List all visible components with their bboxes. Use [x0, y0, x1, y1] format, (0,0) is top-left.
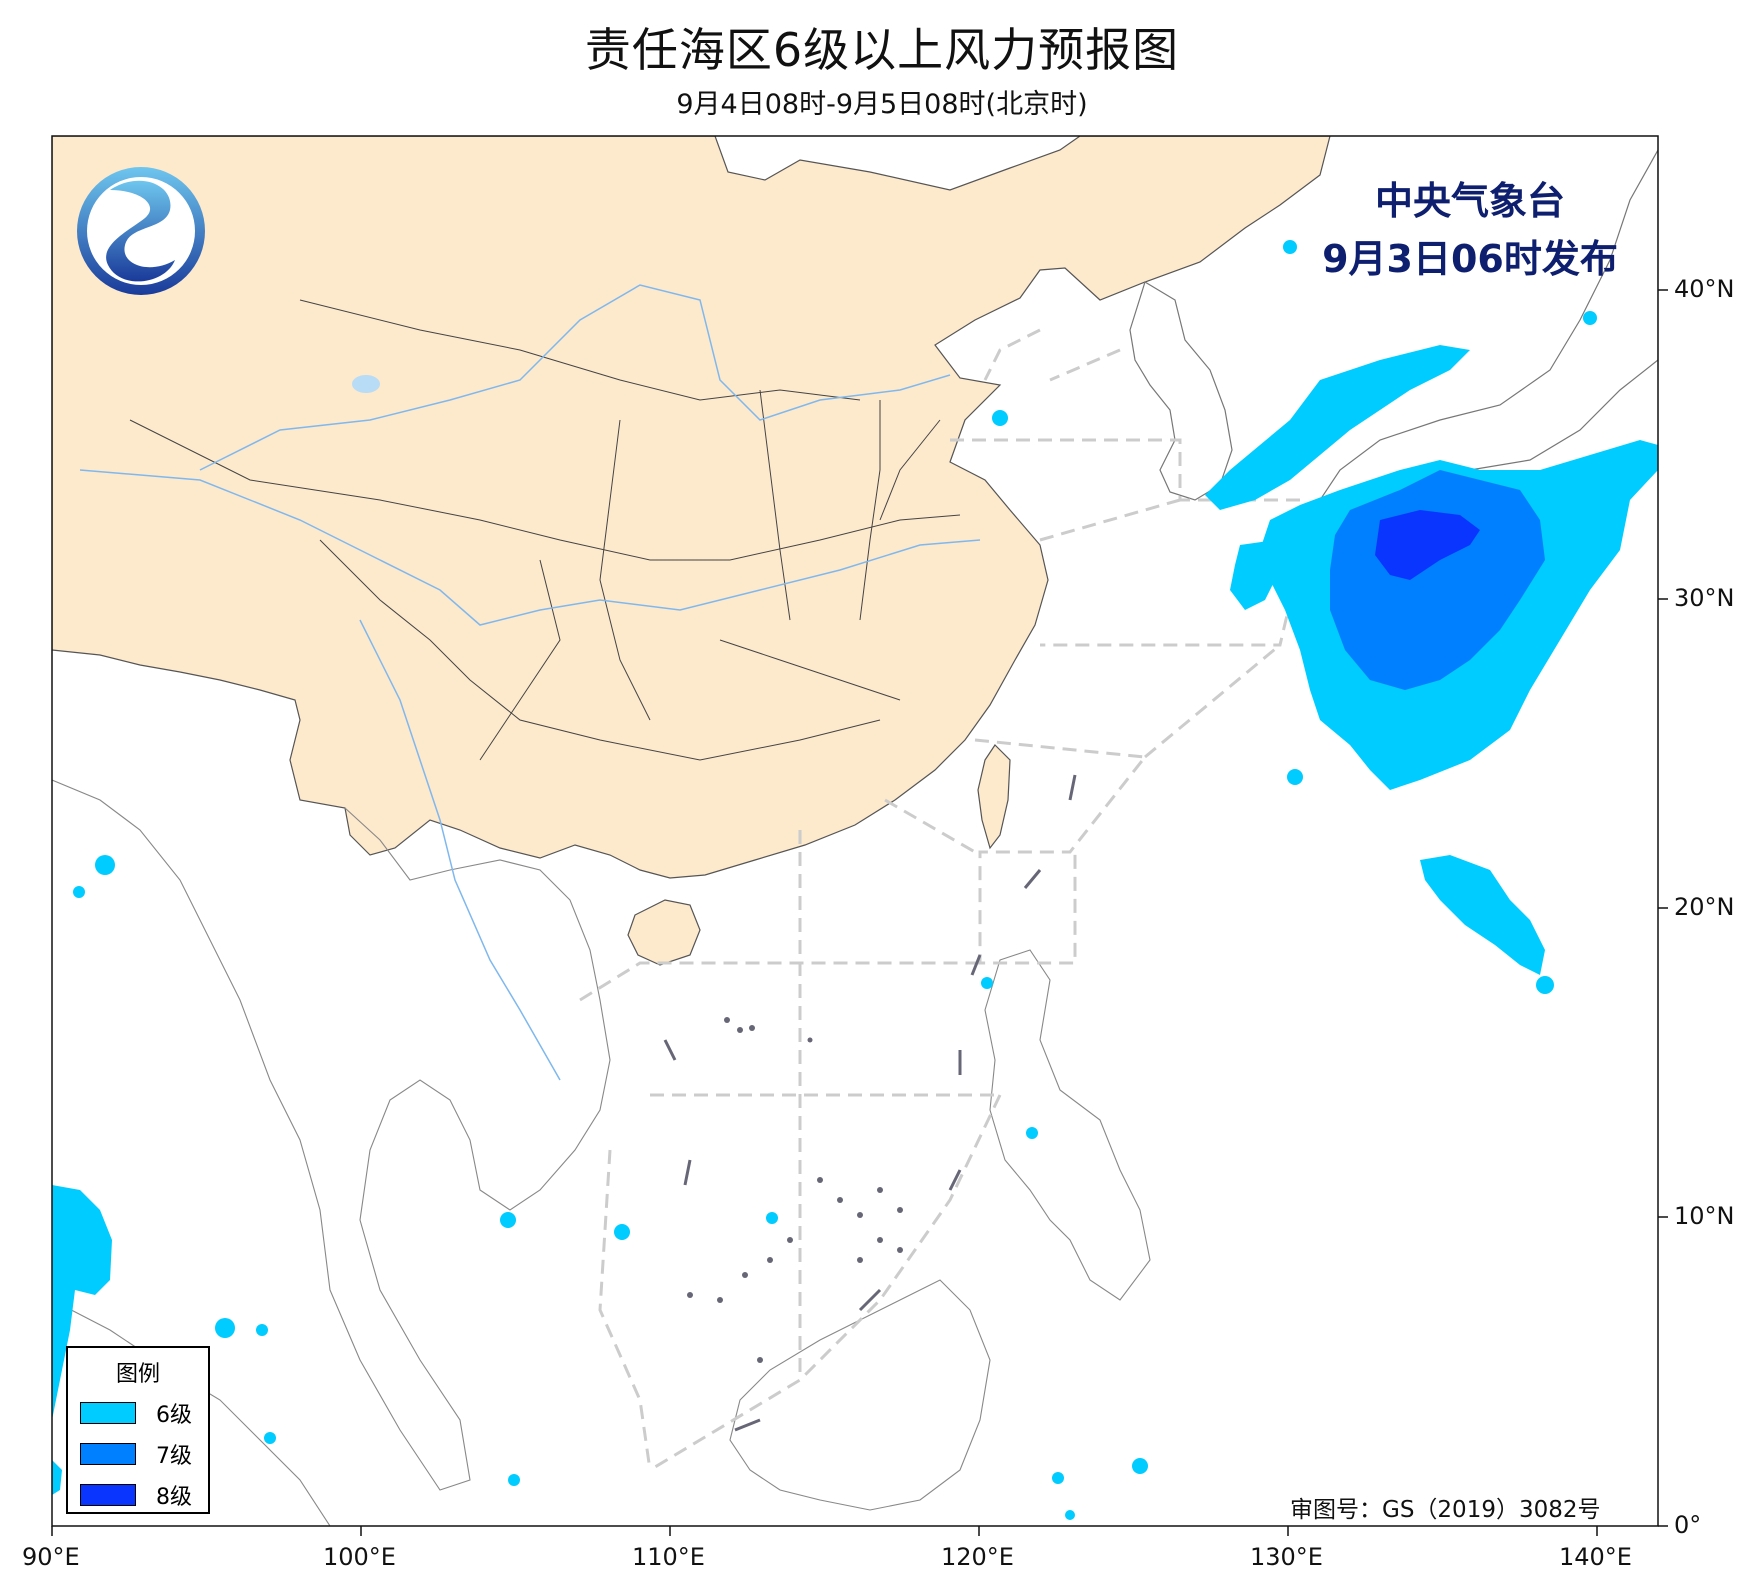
- map-frame: [51, 135, 1659, 1527]
- cma-logo-icon: [77, 167, 205, 295]
- lat-tick-label: 40°N: [1674, 275, 1735, 303]
- china-land: [52, 136, 1331, 879]
- wind-area-level8: [1375, 510, 1480, 580]
- nine-dash-line: [663, 774, 1077, 1432]
- sea-zone-boundaries: [579, 328, 1302, 1472]
- lon-tick-label: 130°E: [1250, 1543, 1323, 1571]
- philippines-outline: [984, 949, 1151, 1301]
- legend-swatch-level8: [80, 1484, 136, 1506]
- legend-label: 7级: [156, 1444, 192, 1469]
- legend-title: 图例: [115, 1362, 160, 1387]
- lon-tick-label: 140°E: [1559, 1543, 1632, 1571]
- south-sea-islands: [687, 1017, 903, 1363]
- issue-time: 9月3日06时发布: [1322, 237, 1618, 281]
- legend: 图例 6级 7级 8级: [66, 1346, 210, 1514]
- lat-tick-label: 10°N: [1674, 1202, 1735, 1230]
- lon-tick-label: 100°E: [323, 1543, 396, 1571]
- korea-peninsula: [1129, 281, 1233, 501]
- lat-tick-label: 30°N: [1674, 584, 1735, 612]
- province-borders: [129, 299, 961, 761]
- map-subtitle: 9月4日08时-9月5日08时(北京时): [676, 89, 1088, 120]
- rivers: [79, 284, 981, 1081]
- lon-tick-label: 110°E: [632, 1543, 705, 1571]
- indochina-outline: [52, 779, 611, 1491]
- legend-swatch-level7: [80, 1443, 136, 1465]
- legend-label: 8级: [156, 1485, 192, 1510]
- borneo-outline: [729, 1279, 991, 1511]
- map-title: 责任海区6级以上风力预报图: [584, 23, 1180, 77]
- qinghai-lake: [352, 375, 380, 393]
- legend-item: 8级: [80, 1479, 208, 1511]
- lon-tick-label: 120°E: [941, 1543, 1014, 1571]
- hainan-island: [627, 899, 701, 966]
- legend-item: 6级: [80, 1397, 208, 1429]
- map-approval-number: 审图号：GS（2019）3082号: [1290, 1497, 1601, 1523]
- lat-tick-label: 20°N: [1674, 893, 1735, 921]
- issuing-agency: 中央气象台: [1374, 179, 1565, 223]
- legend-label: 6级: [156, 1403, 192, 1428]
- taiwan-island: [977, 744, 1011, 850]
- sumatra-outline: [52, 1299, 331, 1526]
- legend-item: 7级: [80, 1438, 208, 1470]
- lon-tick-label: 90°E: [22, 1543, 80, 1571]
- legend-swatch-level6: [80, 1402, 136, 1424]
- axis-ticks: [51, 289, 1668, 1536]
- lat-tick-label: 0°: [1674, 1511, 1702, 1539]
